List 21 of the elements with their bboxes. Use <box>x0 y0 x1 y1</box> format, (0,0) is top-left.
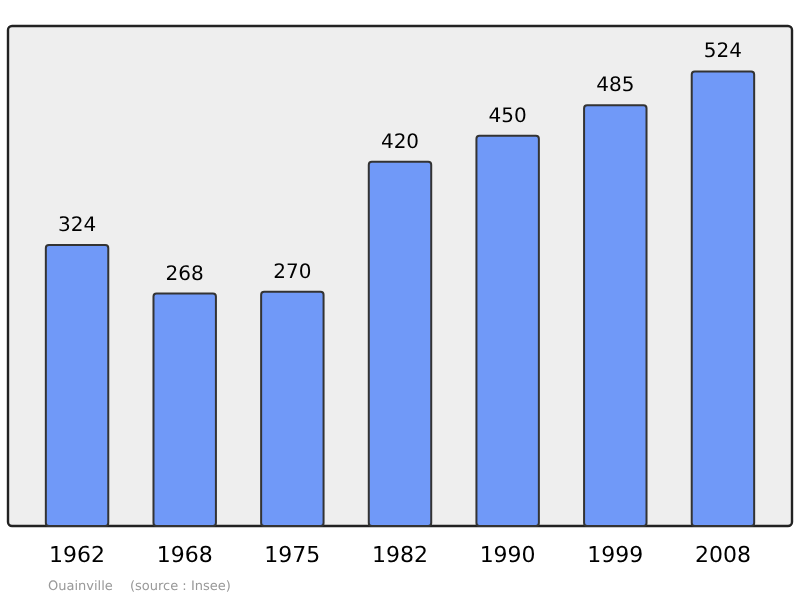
bar <box>690 70 756 527</box>
x-tick-label: 1982 <box>372 542 428 568</box>
bar <box>475 134 540 527</box>
data-label: 485 <box>596 75 635 98</box>
bar <box>260 290 325 527</box>
x-tick-label: 1968 <box>156 542 213 568</box>
data-label: 450 <box>488 105 527 128</box>
data-label: 324 <box>57 214 97 237</box>
x-tick-label: 1999 <box>587 542 644 568</box>
x-tick-label: 1962 <box>49 542 106 568</box>
data-label: 524 <box>703 41 743 64</box>
x-tick-label: 2008 <box>694 542 751 568</box>
bar <box>44 243 110 527</box>
bar <box>583 104 648 527</box>
data-label: 268 <box>165 263 204 286</box>
x-tick-label: 1975 <box>264 542 321 568</box>
bar <box>152 292 217 527</box>
x-tick-label: 1990 <box>479 542 536 568</box>
data-label: 420 <box>380 131 420 154</box>
bar <box>367 160 433 527</box>
data-label: 270 <box>273 261 312 284</box>
